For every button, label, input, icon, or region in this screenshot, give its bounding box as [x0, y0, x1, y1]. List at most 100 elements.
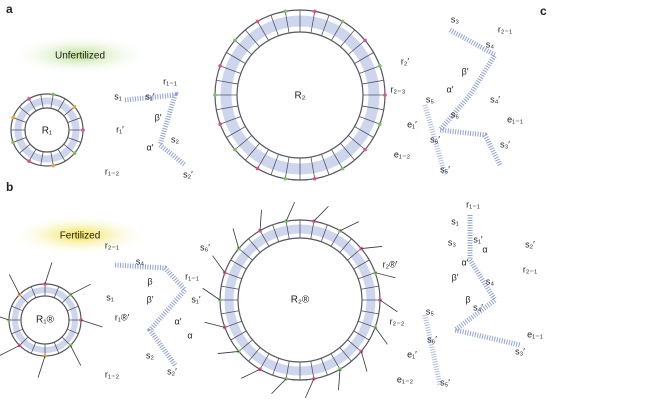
strand	[425, 315, 440, 385]
ring-dot	[363, 148, 367, 152]
strand-label: s₅′	[440, 377, 450, 387]
strand-label: r₂₋₁	[523, 264, 537, 274]
ring-spike	[218, 351, 239, 353]
panel-letter: c	[540, 4, 547, 18]
strand-label: s₁	[106, 292, 114, 302]
ring-dot	[341, 167, 345, 171]
strand-label: α′	[175, 316, 182, 326]
ring-spike	[314, 206, 329, 221]
strand-label: α	[482, 244, 487, 254]
strand-label: β′	[452, 272, 459, 282]
strand-label: s₂′	[525, 239, 535, 249]
ring-spike	[286, 202, 295, 221]
strand-label: s₅	[426, 94, 435, 104]
strand-label: s₄′	[473, 302, 483, 312]
ring-dot	[341, 20, 345, 24]
strand-label: r₂₋₁	[498, 24, 512, 34]
strand-label: s₃	[451, 14, 460, 24]
ring-spike	[241, 369, 260, 378]
ring-dot	[256, 167, 260, 171]
panel-letter: a	[6, 2, 13, 16]
ring-label: R₁	[42, 126, 53, 137]
ring-spike	[272, 379, 287, 394]
strand-label: r₂₋₂	[390, 316, 405, 326]
ring-dot	[256, 20, 260, 24]
strand-label: s₂	[146, 350, 155, 360]
strand-label: s₄	[136, 256, 145, 266]
ring-dot	[378, 64, 382, 68]
strand-label: s₂′	[183, 169, 193, 179]
ring-dot	[283, 177, 287, 181]
ring-dot	[51, 164, 55, 168]
strand-label: r₁₋₁	[466, 199, 480, 209]
strand-label: e₁₋₁	[527, 329, 543, 339]
strand-label: e₁′	[407, 119, 417, 129]
ring-dot	[233, 39, 237, 43]
ring-dot	[11, 141, 15, 145]
figure: R₁R₁®R₂R₂® a b c Unfertilized Fertilized…	[0, 0, 667, 412]
ring-dot	[313, 9, 317, 13]
ring-spike	[361, 246, 382, 248]
ring-dot	[213, 93, 217, 97]
ring-label: R₂®	[291, 295, 310, 306]
strand-label: r₁₋₁	[185, 271, 199, 281]
strand-label: r₂®′	[383, 259, 398, 269]
ring-label: R₁®	[36, 315, 55, 326]
ring-spike	[38, 356, 45, 378]
strand-label: β	[147, 276, 152, 286]
ring-dot	[81, 128, 85, 132]
strand-label: α′	[447, 84, 454, 94]
ring-dot	[378, 122, 382, 126]
strand-label: s₃′	[515, 346, 525, 356]
ring-spike	[260, 210, 262, 231]
strand-label: s₁	[114, 91, 122, 101]
strand-label: s₃′	[500, 139, 510, 149]
ring-spike	[305, 379, 314, 398]
strand-label: s₆′	[430, 134, 440, 144]
strand-label: s₂	[171, 134, 180, 144]
ring-dot	[69, 293, 73, 297]
strand-label: s₄	[486, 39, 495, 49]
strand-label: s₁′	[191, 294, 201, 304]
ring-spike	[81, 320, 103, 327]
strand-label: r₁₋₂	[105, 166, 120, 176]
strand-diagrams: r₁₋₁s₁s₁′r₁′β′α′s₂r₁₋₂s₂′s₃r₂₋₁s₄r₂′β′α′…	[105, 14, 543, 387]
ring-dot	[11, 116, 15, 120]
ring-spike	[233, 228, 239, 248]
ring-dot	[233, 148, 237, 152]
strand-label: α′	[462, 257, 469, 267]
strand-label: r₂₋₁	[105, 240, 119, 250]
ring-spike	[45, 262, 52, 284]
ring-label: R₂	[294, 91, 305, 102]
ring-dot	[218, 122, 222, 126]
strand-label: r₁′	[116, 124, 124, 134]
strand-label: β	[465, 294, 470, 304]
ring-spike	[0, 345, 20, 355]
strand-label: r₁₋₂	[105, 369, 120, 379]
strand-label: s₄	[486, 276, 495, 286]
condition-label: Unfertilized	[55, 51, 105, 62]
strand-label: s₃	[448, 237, 457, 247]
strand	[125, 95, 185, 165]
strand-label: β′	[462, 66, 469, 76]
strand-label: s₂′	[167, 366, 177, 376]
ring-dot	[73, 105, 77, 109]
ring-dot	[27, 97, 31, 101]
ring-dot	[18, 293, 22, 297]
strand-label: r₁®′	[115, 312, 130, 322]
ring-spike	[338, 369, 340, 390]
ring-dot	[313, 177, 317, 181]
ring-spike	[340, 222, 359, 231]
ring-spike	[70, 345, 80, 365]
ring-dot	[383, 93, 387, 97]
strand-label: r₂′	[401, 56, 409, 66]
strand-label: e₁₋₂	[397, 374, 414, 384]
ring-spike	[70, 284, 90, 294]
strand-label: s₁′	[473, 234, 483, 244]
strand-label: e₁₋₁	[507, 114, 523, 124]
ring-spike	[213, 256, 225, 273]
ring-spike	[380, 300, 397, 312]
ring-spike	[205, 322, 225, 327]
ring-spike	[9, 274, 19, 294]
ring-spike	[361, 351, 367, 371]
